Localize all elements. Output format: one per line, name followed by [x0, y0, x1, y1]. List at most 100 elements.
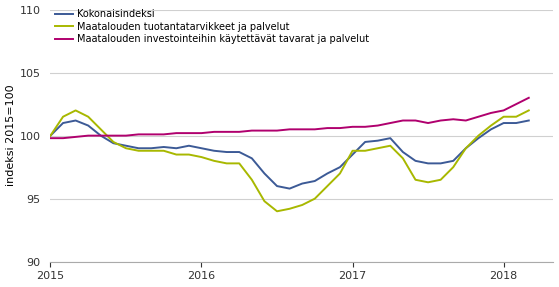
Maatalouden tuotantatarvikkeet ja palvelut: [375, 147, 381, 150]
Kokonaisindeksi: [160, 145, 167, 149]
Maatalouden tuotantatarvikkeet ja palvelut: [160, 149, 167, 152]
Maatalouden investointeihin käytettävät tavarat ja palvelut: [274, 129, 281, 132]
Kokonaisindeksi: [387, 136, 394, 140]
Kokonaisindeksi: [122, 144, 129, 148]
Maatalouden investointeihin käytettävät tavarat ja palvelut: [324, 126, 331, 130]
Maatalouden investointeihin käytettävät tavarat ja palvelut: [412, 119, 419, 122]
Maatalouden tuotantatarvikkeet ja palvelut: [286, 207, 293, 210]
Maatalouden investointeihin käytettävät tavarat ja palvelut: [450, 117, 457, 121]
Maatalouden investointeihin käytettävät tavarat ja palvelut: [249, 129, 255, 132]
Maatalouden tuotantatarvikkeet ja palvelut: [274, 210, 281, 213]
Maatalouden tuotantatarvikkeet ja palvelut: [412, 178, 419, 181]
Kokonaisindeksi: [362, 140, 368, 144]
Kokonaisindeksi: [85, 124, 92, 127]
Kokonaisindeksi: [487, 128, 494, 131]
Kokonaisindeksi: [337, 165, 343, 169]
Maatalouden investointeihin käytettävät tavarat ja palvelut: [47, 136, 54, 140]
Maatalouden tuotantatarvikkeet ja palvelut: [249, 178, 255, 181]
Maatalouden investointeihin käytettävät tavarat ja palvelut: [60, 136, 67, 140]
Kokonaisindeksi: [236, 150, 243, 154]
Maatalouden investointeihin käytettävät tavarat ja palvelut: [349, 125, 356, 129]
Maatalouden tuotantatarvikkeet ja palvelut: [513, 115, 519, 119]
Maatalouden investointeihin käytettävät tavarat ja palvelut: [110, 134, 117, 137]
Maatalouden investointeihin käytettävät tavarat ja palvelut: [299, 128, 306, 131]
Kokonaisindeksi: [500, 121, 507, 125]
Maatalouden tuotantatarvikkeet ja palvelut: [299, 203, 306, 207]
Kokonaisindeksi: [286, 187, 293, 190]
Maatalouden tuotantatarvikkeet ja palvelut: [475, 134, 482, 137]
Maatalouden tuotantatarvikkeet ja palvelut: [198, 155, 205, 159]
Maatalouden investointeihin käytettävät tavarat ja palvelut: [387, 121, 394, 125]
Maatalouden investointeihin käytettävät tavarat ja palvelut: [487, 111, 494, 115]
Maatalouden investointeihin käytettävät tavarat ja palvelut: [135, 133, 142, 136]
Maatalouden investointeihin käytettävät tavarat ja palvelut: [425, 121, 432, 125]
Line: Kokonaisindeksi: Kokonaisindeksi: [50, 121, 529, 189]
Maatalouden tuotantatarvikkeet ja palvelut: [261, 199, 268, 203]
Maatalouden investointeihin käytettävät tavarat ja palvelut: [85, 134, 92, 137]
Maatalouden tuotantatarvikkeet ja palvelut: [186, 153, 192, 156]
Kokonaisindeksi: [148, 147, 154, 150]
Maatalouden investointeihin käytettävät tavarat ja palvelut: [261, 129, 268, 132]
Maatalouden tuotantatarvikkeet ja palvelut: [324, 184, 331, 188]
Maatalouden tuotantatarvikkeet ja palvelut: [387, 144, 394, 148]
Kokonaisindeksi: [274, 184, 281, 188]
Maatalouden investointeihin käytettävät tavarat ja palvelut: [236, 130, 243, 133]
Maatalouden investointeihin käytettävät tavarat ja palvelut: [500, 109, 507, 112]
Legend: Kokonaisindeksi, Maatalouden tuotantatarvikkeet ja palvelut, Maatalouden investo: Kokonaisindeksi, Maatalouden tuotantatar…: [55, 9, 369, 44]
Kokonaisindeksi: [400, 150, 406, 154]
Maatalouden investointeihin käytettävät tavarat ja palvelut: [475, 115, 482, 119]
Kokonaisindeksi: [97, 134, 104, 137]
Maatalouden investointeihin käytettävät tavarat ja palvelut: [173, 131, 179, 135]
Kokonaisindeksi: [513, 121, 519, 125]
Maatalouden investointeihin käytettävät tavarat ja palvelut: [160, 133, 167, 136]
Maatalouden tuotantatarvikkeet ja palvelut: [437, 178, 444, 181]
Maatalouden investointeihin käytettävät tavarat ja palvelut: [337, 126, 343, 130]
Maatalouden tuotantatarvikkeet ja palvelut: [85, 115, 92, 119]
Kokonaisindeksi: [72, 119, 79, 122]
Maatalouden tuotantatarvikkeet ja palvelut: [487, 124, 494, 127]
Maatalouden investointeihin käytettävät tavarat ja palvelut: [362, 125, 368, 129]
Maatalouden tuotantatarvikkeet ja palvelut: [500, 115, 507, 119]
Maatalouden investointeihin käytettävät tavarat ja palvelut: [286, 128, 293, 131]
Maatalouden tuotantatarvikkeet ja palvelut: [362, 149, 368, 152]
Line: Maatalouden investointeihin käytettävät tavarat ja palvelut: Maatalouden investointeihin käytettävät …: [50, 98, 529, 138]
Kokonaisindeksi: [311, 179, 318, 183]
Kokonaisindeksi: [186, 144, 192, 148]
Kokonaisindeksi: [525, 119, 532, 122]
Maatalouden tuotantatarvikkeet ja palvelut: [47, 134, 54, 137]
Maatalouden investointeihin käytettävät tavarat ja palvelut: [437, 119, 444, 122]
Maatalouden investointeihin käytettävät tavarat ja palvelut: [186, 131, 192, 135]
Maatalouden tuotantatarvikkeet ja palvelut: [311, 197, 318, 200]
Kokonaisindeksi: [211, 149, 217, 152]
Maatalouden investointeihin käytettävät tavarat ja palvelut: [211, 130, 217, 133]
Kokonaisindeksi: [47, 134, 54, 137]
Maatalouden investointeihin käytettävät tavarat ja palvelut: [375, 124, 381, 127]
Maatalouden tuotantatarvikkeet ja palvelut: [148, 149, 154, 152]
Maatalouden investointeihin käytettävät tavarat ja palvelut: [513, 102, 519, 106]
Maatalouden tuotantatarvikkeet ja palvelut: [337, 172, 343, 175]
Maatalouden investointeihin käytettävät tavarat ja palvelut: [311, 128, 318, 131]
Kokonaisindeksi: [437, 162, 444, 165]
Maatalouden investointeihin käytettävät tavarat ja palvelut: [400, 119, 406, 122]
Maatalouden tuotantatarvikkeet ja palvelut: [525, 109, 532, 112]
Kokonaisindeksi: [299, 182, 306, 185]
Maatalouden tuotantatarvikkeet ja palvelut: [97, 128, 104, 131]
Kokonaisindeksi: [60, 121, 67, 125]
Maatalouden tuotantatarvikkeet ja palvelut: [236, 162, 243, 165]
Maatalouden investointeihin käytettävät tavarat ja palvelut: [97, 134, 104, 137]
Maatalouden tuotantatarvikkeet ja palvelut: [110, 140, 117, 144]
Maatalouden tuotantatarvikkeet ja palvelut: [462, 147, 469, 150]
Kokonaisindeksi: [223, 150, 230, 154]
Maatalouden tuotantatarvikkeet ja palvelut: [60, 115, 67, 119]
Maatalouden tuotantatarvikkeet ja palvelut: [223, 162, 230, 165]
Maatalouden tuotantatarvikkeet ja palvelut: [425, 181, 432, 184]
Maatalouden tuotantatarvikkeet ja palvelut: [122, 147, 129, 150]
Kokonaisindeksi: [425, 162, 432, 165]
Kokonaisindeksi: [249, 157, 255, 160]
Maatalouden tuotantatarvikkeet ja palvelut: [400, 157, 406, 160]
Maatalouden tuotantatarvikkeet ja palvelut: [349, 149, 356, 152]
Maatalouden investointeihin käytettävät tavarat ja palvelut: [122, 134, 129, 137]
Maatalouden tuotantatarvikkeet ja palvelut: [211, 159, 217, 162]
Kokonaisindeksi: [375, 139, 381, 142]
Maatalouden investointeihin käytettävät tavarat ja palvelut: [525, 96, 532, 100]
